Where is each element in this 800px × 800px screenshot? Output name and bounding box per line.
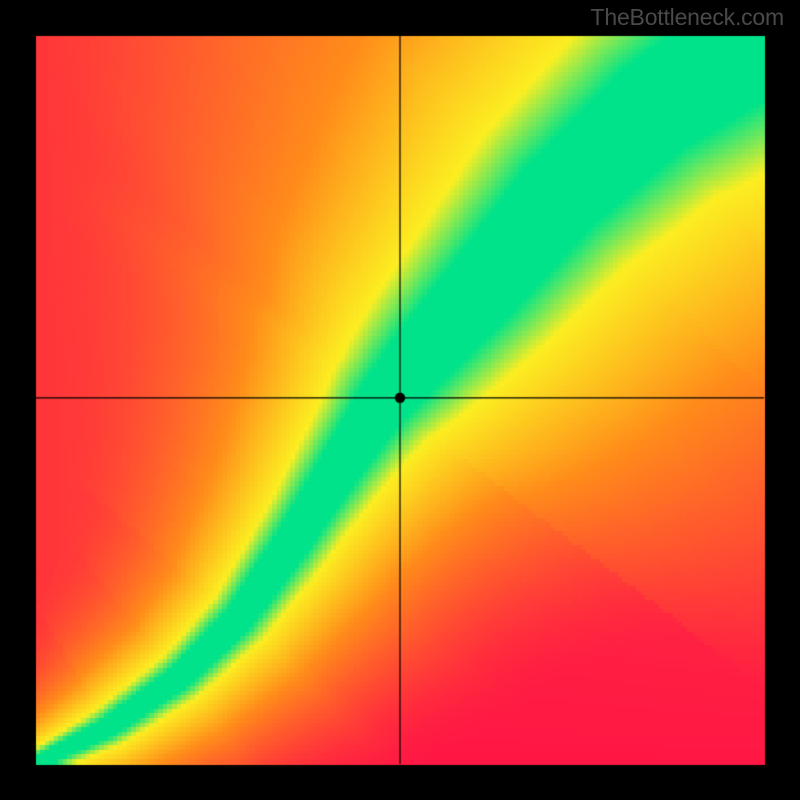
chart-frame: TheBottleneck.com [0,0,800,800]
watermark-text: TheBottleneck.com [591,4,784,31]
bottleneck-heatmap [0,0,800,800]
